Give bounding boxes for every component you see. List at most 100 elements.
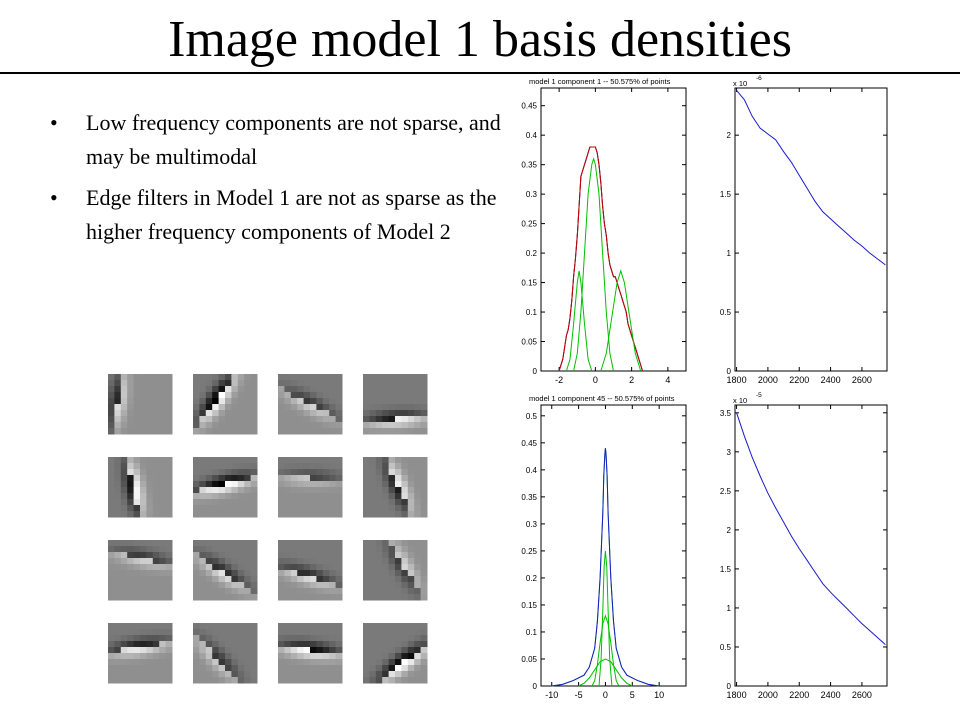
filter-thumbnail <box>108 623 173 684</box>
series-line-mixture <box>558 146 643 372</box>
y-tick-label: 1.5 <box>720 190 732 199</box>
y-tick-label: 0.4 <box>526 131 538 140</box>
y-tick-label: 0 <box>727 682 732 691</box>
series-line <box>600 269 642 372</box>
bullet-list: • Low frequency components are not spars… <box>50 106 520 256</box>
filter-thumbnail <box>363 540 428 601</box>
y-tick-label: 0.5 <box>526 412 538 421</box>
y-multiplier: x 10 <box>733 79 747 88</box>
x-tick-label: 0 <box>603 690 608 700</box>
y-tick-label: 3 <box>727 448 732 457</box>
chart-title: model 1 component 45 -- 50.575% of point… <box>529 394 675 403</box>
y-tick-label: 0.5 <box>720 643 732 652</box>
y-tick-label: 0.45 <box>521 439 537 448</box>
x-tick-label: 2600 <box>852 690 872 700</box>
plot-frame <box>734 87 888 372</box>
x-tick-label: 4 <box>665 375 670 385</box>
y-tick-label: 0.1 <box>526 308 538 317</box>
y-tick-label: 0.2 <box>526 249 538 258</box>
series-line <box>736 412 886 645</box>
filter-thumbnail <box>193 457 258 518</box>
x-tick-label: 1800 <box>727 375 747 385</box>
y-tick-label: 0.05 <box>521 338 537 347</box>
y-tick-label: 0.25 <box>521 547 537 556</box>
filter-thumbnail <box>193 374 258 435</box>
filter-thumbnail <box>278 540 343 601</box>
plot-frame <box>540 404 687 687</box>
x-tick-label: 2600 <box>852 375 872 385</box>
y-tick-label: 3.5 <box>720 409 732 418</box>
x-tick-label: 2200 <box>789 690 809 700</box>
x-tick-label: 2 <box>629 375 634 385</box>
y-tick-label: 0.15 <box>521 279 537 288</box>
y-tick-label: 2 <box>727 526 732 535</box>
series-line <box>558 146 643 372</box>
series-line <box>591 614 620 687</box>
x-tick-label: 2400 <box>821 690 841 700</box>
y-tick-label: 0.1 <box>526 628 538 637</box>
filter-thumbnail <box>363 457 428 518</box>
bullet-dot: • <box>50 185 58 210</box>
y-tick-label: 0.45 <box>521 102 537 111</box>
y-tick-label: 0.3 <box>526 190 538 199</box>
edge-filter-grid <box>108 374 428 684</box>
y-tick-label: 1 <box>727 249 732 258</box>
filter-thumbnail <box>278 374 343 435</box>
bullet-text: Edge filters in Model 1 are not as spars… <box>86 185 497 244</box>
plot-frame <box>734 404 888 687</box>
x-tick-label: 0 <box>593 375 598 385</box>
series-line <box>565 270 593 372</box>
chart-1: -2 0 2 4 0 0.05 0.1 0.15 0.2 0.25 0.3 0.35 0.4 0.45 mo… <box>521 77 687 385</box>
x-tick-label: 1800 <box>727 690 747 700</box>
series-line <box>736 90 886 266</box>
x-tick-label: 2400 <box>821 375 841 385</box>
series-line <box>573 157 614 372</box>
series-line <box>558 146 643 372</box>
filter-thumbnail <box>108 540 173 601</box>
filter-thumbnail <box>278 623 343 684</box>
y-tick-label: 1.5 <box>720 565 732 574</box>
x-tick-label: 5 <box>630 690 635 700</box>
series-line <box>578 658 633 687</box>
y-tick-label: 0 <box>533 682 538 691</box>
title-divider <box>0 72 960 74</box>
series-line-mixture <box>551 448 660 687</box>
bullet-item: • Edge filters in Model 1 are not as spa… <box>50 181 520 249</box>
chart-title: model 1 component 1 -- 50.575% of points <box>529 77 671 86</box>
filter-thumbnail <box>363 374 428 435</box>
y-tick-label: 1 <box>727 604 732 613</box>
bullet-item: • Low frequency components are not spars… <box>50 106 520 174</box>
x-tick-label: -2 <box>555 375 563 385</box>
y-tick-label: 0.25 <box>521 220 537 229</box>
y-tick-label: 0.5 <box>720 308 732 317</box>
chart-3: -10 -5 0 5 10 0 0.05 0.1 0.15 0.2 0.25 0.3 0.35 0.4 0.… <box>521 394 687 700</box>
y-tick-label: 2 <box>727 131 732 140</box>
y-tick-label: 0.3 <box>526 520 538 529</box>
y-tick-label: 0 <box>533 367 538 376</box>
filter-thumbnail <box>108 457 173 518</box>
x-tick-label: -10 <box>545 690 558 700</box>
series-line <box>551 448 660 687</box>
series-line <box>598 550 613 687</box>
y-tick-label: 0.2 <box>526 574 538 583</box>
y-tick-label: 0.4 <box>526 466 538 475</box>
y-tick-label: 0.05 <box>521 655 537 664</box>
filter-thumbnail <box>193 540 258 601</box>
filter-thumbnail <box>363 623 428 684</box>
filter-thumbnail <box>278 457 343 518</box>
plot-frame <box>540 87 687 372</box>
x-tick-label: 2200 <box>789 375 809 385</box>
bullet-text: Low frequency components are not sparse,… <box>86 110 501 169</box>
x-tick-label: -5 <box>575 690 583 700</box>
filter-thumbnail <box>193 623 258 684</box>
y-multiplier: x 10 <box>733 396 747 405</box>
chart-4: 1800 2000 2200 2400 2600 0 0.5 1 1.5 2 2.5 3 3.5x 10… <box>720 392 888 700</box>
y-exponent: -5 <box>756 392 762 399</box>
y-tick-label: 0 <box>727 367 732 376</box>
x-tick-label: 2000 <box>758 375 778 385</box>
x-tick-label: 2000 <box>758 690 778 700</box>
x-tick-label: 10 <box>654 690 664 700</box>
y-tick-label: 0.35 <box>521 161 537 170</box>
bullet-dot: • <box>50 110 58 135</box>
